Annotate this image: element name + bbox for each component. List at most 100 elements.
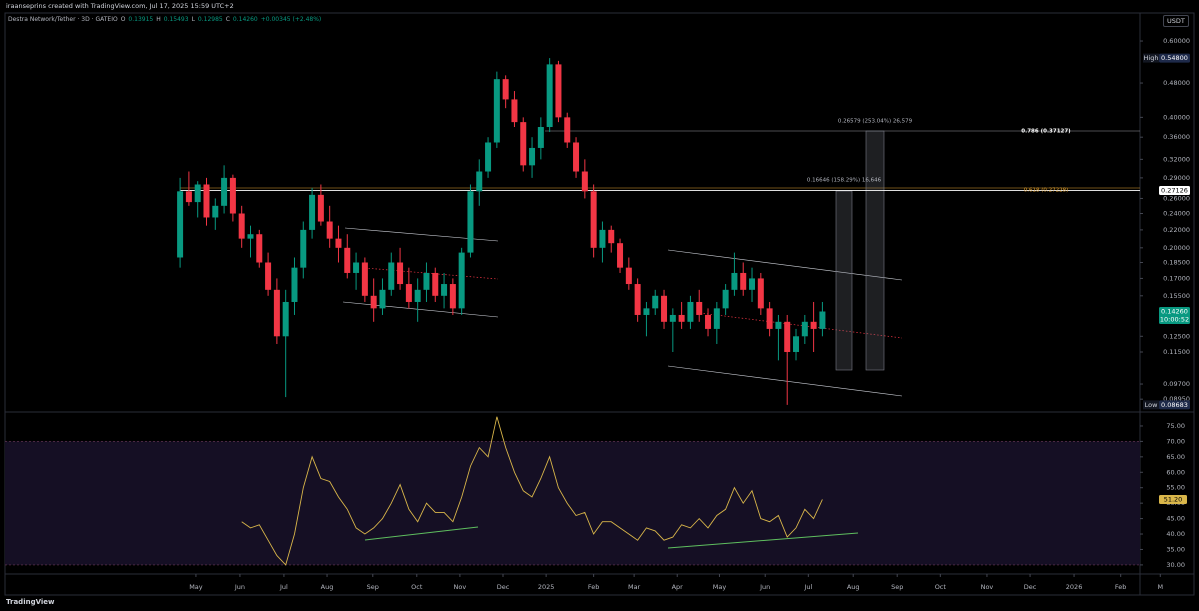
candle-body	[555, 64, 562, 118]
rsi-trendline	[667, 532, 859, 549]
candle-body	[537, 127, 544, 148]
channel-upper	[344, 227, 499, 242]
candle-body	[819, 311, 826, 329]
rsi-last-bg	[1159, 494, 1187, 504]
y-tick-label: 0.29000	[1163, 174, 1190, 182]
candle-body	[309, 194, 316, 230]
candle-body	[405, 284, 412, 302]
y-tick-label: 55.00	[1166, 484, 1185, 492]
candle-body	[546, 64, 553, 128]
price-tag: High	[1144, 54, 1159, 62]
readout-key: C	[225, 16, 230, 23]
candle-body	[291, 267, 298, 302]
candle-body	[573, 142, 580, 172]
x-tick-label: Jul	[803, 583, 812, 591]
x-tick-label: M	[1157, 583, 1163, 591]
candle-body	[669, 314, 676, 322]
x-tick-label: Jun	[234, 583, 245, 591]
footer-brand: TradingView	[6, 598, 55, 606]
readout-value: 0.15493	[163, 16, 189, 23]
x-tick-label: Jun	[759, 583, 770, 591]
readout-key: O	[120, 16, 126, 23]
readout-key: L	[191, 16, 195, 23]
y-tick-label: 0.40000	[1163, 113, 1190, 121]
channel-mid	[699, 312, 903, 339]
candle-body	[388, 262, 395, 290]
candle-body	[485, 142, 492, 172]
rsi-line	[241, 416, 823, 566]
candle-body	[625, 267, 632, 285]
x-tick-label: Aug	[847, 583, 860, 591]
y-tick-label: 0.36000	[1163, 133, 1190, 141]
x-tick-label: Apr	[672, 583, 684, 591]
author-line: iraanseprins created with TradingView.co…	[6, 2, 234, 10]
candle-body	[326, 221, 333, 239]
x-tick-label: Oct	[411, 583, 423, 591]
x-tick-label: May	[189, 583, 203, 591]
y-tick-label: 0.20000	[1163, 244, 1190, 252]
candle-body	[238, 213, 245, 239]
x-tick-label: Dec	[497, 583, 510, 591]
candle-body	[493, 79, 500, 143]
candle-body	[449, 284, 456, 309]
candle-body	[423, 272, 430, 290]
axis-layer: May Jun Jul Aug Sep Oct Nov Dec 2025 Feb Mar Apr May…	[189, 37, 1190, 591]
candle-body	[335, 238, 342, 248]
y-tick-label: 0.12500	[1163, 332, 1190, 340]
channel-lower	[667, 365, 903, 397]
candle-body	[300, 229, 307, 268]
readout-change: +0.00345 (+2.48%)	[260, 16, 322, 23]
symbol-title: Destra Network/Tether · 3D · GATEIO	[8, 16, 118, 23]
price-tag-bg	[1143, 53, 1159, 63]
y-tick-label: 70.00	[1166, 437, 1185, 445]
candle-body	[590, 191, 597, 248]
candle-body	[801, 321, 808, 337]
candle-body	[661, 295, 668, 322]
candle-body	[678, 314, 685, 322]
rsi-last-label: 51.20	[1164, 495, 1183, 503]
y-tick-label: 0.60000	[1163, 37, 1190, 45]
drawing-label: 0.26579 (253.04%) 26,579	[838, 119, 913, 125]
candle-body	[221, 177, 228, 206]
candle-body	[273, 289, 280, 337]
readout-value: 0.12985	[197, 16, 223, 23]
rsi-trendline	[364, 526, 479, 541]
measure-box	[865, 130, 885, 371]
y-tick-label: 35.00	[1166, 545, 1185, 553]
x-tick-label: Feb	[1115, 583, 1127, 591]
candle-body	[476, 171, 483, 192]
y-tick-label: 0.09700	[1163, 380, 1190, 388]
price-tag: Low	[1145, 401, 1158, 409]
candle-body	[432, 272, 439, 296]
candle-body	[775, 321, 782, 329]
y-tick-label: 0.17000	[1163, 274, 1190, 282]
candle-body	[740, 272, 747, 290]
candle-body	[203, 184, 210, 218]
candle-body	[353, 262, 360, 273]
candle-body	[344, 247, 351, 273]
y-tick-label: 0.26000	[1163, 194, 1190, 202]
candle-body	[317, 194, 324, 222]
candle-body	[177, 191, 184, 258]
candle-body	[458, 252, 465, 309]
x-tick-label: 2026	[1066, 583, 1083, 591]
candle-body	[397, 262, 404, 285]
candle-body	[722, 289, 729, 309]
y-tick-label: 30.00	[1166, 561, 1185, 569]
candle-body	[766, 308, 773, 329]
price-marker-bg	[1159, 185, 1190, 195]
candle-body	[511, 99, 518, 123]
candle-body	[361, 262, 368, 296]
price-tag-bg	[1143, 400, 1159, 410]
y-tick-label: 0.15500	[1163, 292, 1190, 300]
candle-body	[247, 234, 254, 239]
channel-upper	[667, 249, 903, 281]
rsi-background-layer	[5, 441, 1140, 566]
readout-value: 0.13915	[128, 16, 154, 23]
x-tick-label: Nov	[454, 583, 467, 591]
drawings-layer	[180, 130, 1140, 549]
y-tick-label: 40.00	[1166, 530, 1185, 538]
y-tick-label: 75.00	[1166, 422, 1185, 430]
candle-body	[379, 289, 386, 309]
